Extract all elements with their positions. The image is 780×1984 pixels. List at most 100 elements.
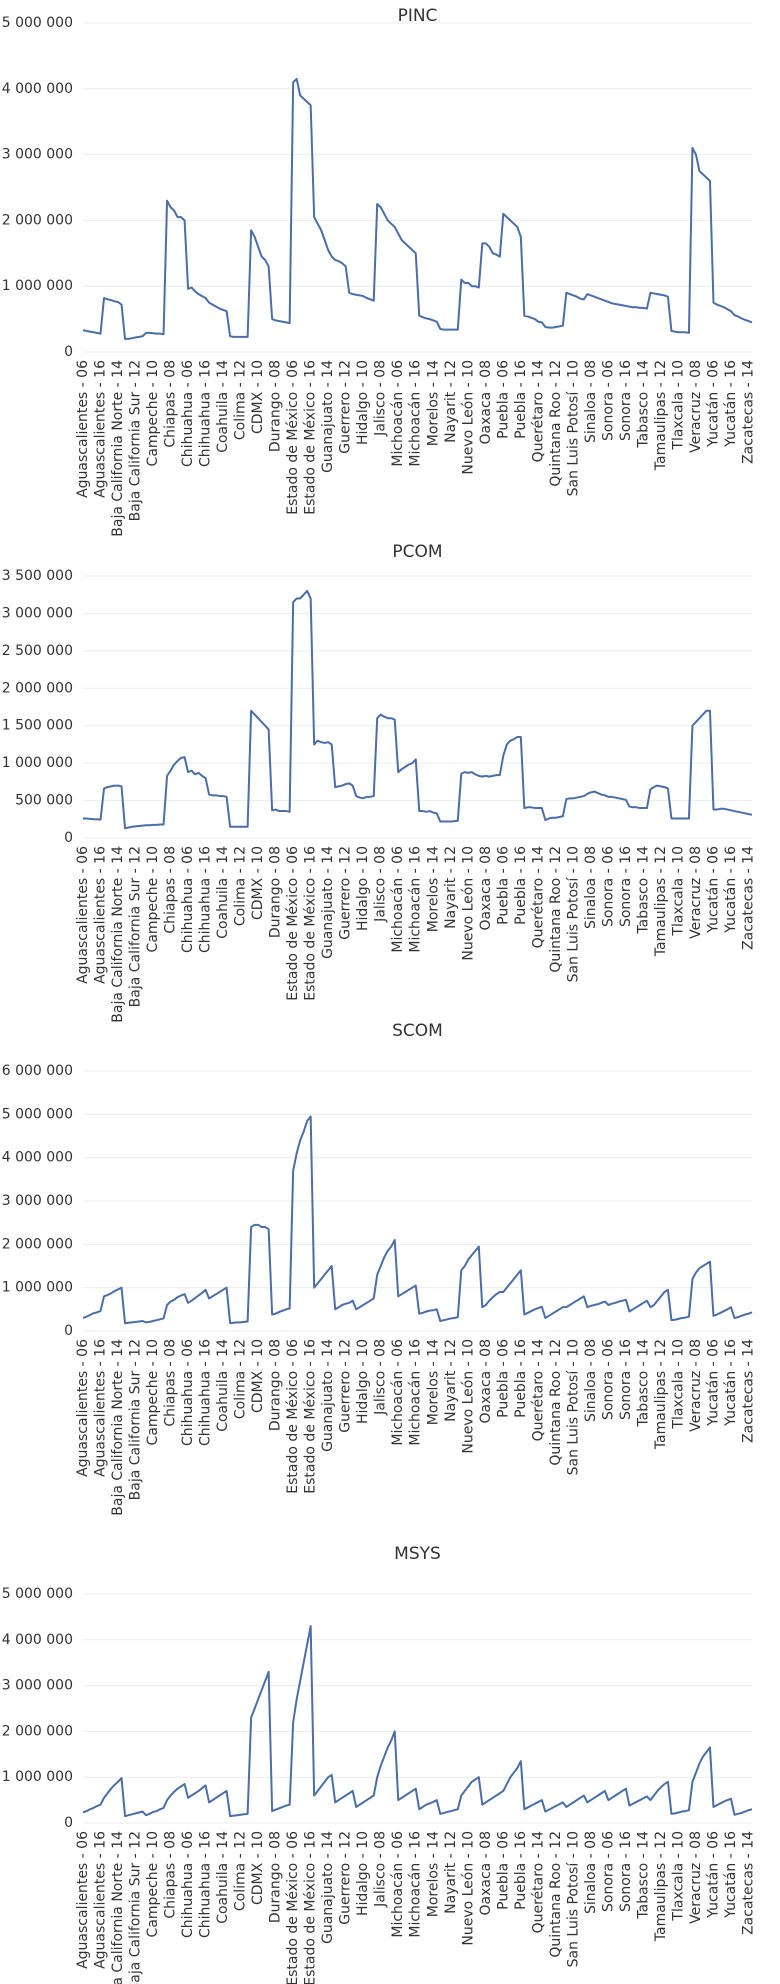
y-tick-label: 6 000 000 xyxy=(2,1063,73,1079)
data-line xyxy=(83,589,753,830)
x-tick-label: Baja California Sur - 12 xyxy=(128,360,144,521)
x-tick-label: Nuevo León - 10 xyxy=(460,1339,476,1454)
x-tick-label: Querétaro - 14 xyxy=(530,846,546,949)
x-tick-label: Aguascalientes - 16 xyxy=(93,1339,109,1477)
chart-title: SCOM xyxy=(392,1021,443,1041)
x-tick-label: Estado de México - 16 xyxy=(303,1831,319,1984)
x-tick-label: Puebla - 06 xyxy=(495,360,511,439)
x-tick-label: Puebla - 06 xyxy=(495,846,511,925)
x-tick-label: Aguascalientes - 06 xyxy=(75,1339,91,1477)
x-tick-label: Aguascalientes - 16 xyxy=(93,1831,109,1969)
y-tick-label: 1 500 000 xyxy=(2,718,73,734)
y-tick-label: 5 000 000 xyxy=(2,1586,73,1602)
x-tick-label: Nuevo León - 10 xyxy=(460,360,476,475)
x-tick-label: Oaxaca - 08 xyxy=(478,360,494,445)
x-tick-label: Guerrero - 12 xyxy=(338,1831,354,1925)
x-tick-label: Puebla - 16 xyxy=(513,1339,529,1418)
x-tick-label: Estado de México - 06 xyxy=(285,1339,301,1494)
x-tick-label: Zacatecas - 14 xyxy=(740,360,756,464)
y-tick-label: 5 000 000 xyxy=(2,15,73,31)
x-tick-label: Chiapas - 08 xyxy=(163,1339,179,1427)
y-tick-label: 3 000 000 xyxy=(2,605,73,621)
x-tick-label: Yucatán - 16 xyxy=(723,846,739,934)
y-tick-label: 2 500 000 xyxy=(2,643,73,659)
x-tick-label: Puebla - 16 xyxy=(513,846,529,925)
x-tick-label: Morelos - 14 xyxy=(425,1831,441,1917)
x-tick-label: Tamaulipas - 12 xyxy=(653,846,669,957)
x-tick-label: Aguascalientes - 16 xyxy=(93,360,109,498)
x-tick-label: Sonora - 06 xyxy=(600,1339,616,1420)
x-tick-label: Coahuila - 14 xyxy=(215,1339,231,1432)
x-tick-label: Baja California Norte - 14 xyxy=(110,1831,126,1984)
x-tick-label: Estado de México - 06 xyxy=(285,360,301,515)
x-tick-label: Campeche - 10 xyxy=(145,360,161,466)
x-tick-label: Guanajuato - 14 xyxy=(320,1831,336,1944)
x-tick-label: Veracruz - 08 xyxy=(688,1831,704,1924)
y-tick-label: 0 xyxy=(64,1323,73,1339)
x-tick-label: Guanajuato - 14 xyxy=(320,360,336,473)
y-tick-label: 3 500 000 xyxy=(2,568,73,584)
x-tick-label: Hidalgo - 10 xyxy=(355,1831,371,1916)
y-tick-label: 0 xyxy=(64,830,73,846)
x-tick-label: Baja California Sur - 12 xyxy=(128,846,144,1007)
x-tick-label: Nayarit - 12 xyxy=(443,1339,459,1422)
x-tick-label: Baja California Norte - 14 xyxy=(110,846,126,1023)
x-tick-label: Colima - 12 xyxy=(233,846,249,926)
y-tick-label: 3 000 000 xyxy=(2,1678,73,1694)
y-tick-label: 1 000 000 xyxy=(2,755,73,771)
x-tick-label: San Luis Potosí - 10 xyxy=(565,1831,581,1967)
x-tick-label: Querétaro - 14 xyxy=(530,1339,546,1442)
chart-title: PCOM xyxy=(392,542,442,562)
x-tick-label: Guanajuato - 14 xyxy=(320,846,336,959)
x-tick-label: Estado de México - 16 xyxy=(303,846,319,1001)
x-tick-label: Chihuahua - 16 xyxy=(198,360,214,467)
x-tick-label: Sinaloa - 08 xyxy=(583,360,599,443)
x-tick-label: Durango - 08 xyxy=(268,1339,284,1431)
x-tick-label: Puebla - 06 xyxy=(495,1831,511,1910)
x-tick-label: Sinaloa - 08 xyxy=(583,1831,599,1914)
x-tick-label: Veracruz - 08 xyxy=(688,1339,704,1432)
x-tick-label: Chiapas - 08 xyxy=(163,1831,179,1919)
x-tick-label: Querétaro - 14 xyxy=(530,360,546,463)
x-tick-label: Nayarit - 12 xyxy=(443,360,459,443)
x-tick-label: San Luis Potosí - 10 xyxy=(565,846,581,982)
x-tick-label: Baja California Sur - 12 xyxy=(128,1339,144,1500)
x-tick-label: Chihuahua - 16 xyxy=(198,1339,214,1446)
x-tick-label: Puebla - 16 xyxy=(513,1831,529,1910)
x-tick-label: San Luis Potosí - 10 xyxy=(565,360,581,496)
x-tick-label: Hidalgo - 10 xyxy=(355,846,371,931)
x-tick-label: Durango - 08 xyxy=(268,360,284,452)
x-tick-label: CDMX - 10 xyxy=(250,846,266,920)
y-tick-label: 1 000 000 xyxy=(2,1769,73,1785)
x-tick-label: Chiapas - 08 xyxy=(163,846,179,934)
x-tick-label: Chihuahua - 16 xyxy=(198,1831,214,1938)
x-tick-label: Chihuahua - 06 xyxy=(180,360,196,467)
y-tick-label: 1 000 000 xyxy=(2,1280,73,1296)
x-tick-label: Yucatán - 16 xyxy=(723,360,739,448)
x-tick-label: Jalisco - 08 xyxy=(373,846,389,923)
x-tick-label: Campeche - 10 xyxy=(145,1831,161,1937)
x-tick-label: Sonora - 16 xyxy=(618,1831,634,1912)
y-tick-label: 2 000 000 xyxy=(2,680,73,696)
x-tick-label: Tamaulipas - 12 xyxy=(653,1831,669,1942)
y-tick-label: 2 000 000 xyxy=(2,212,73,228)
y-tick-label: 3 000 000 xyxy=(2,1193,73,1209)
x-tick-label: Durango - 08 xyxy=(268,846,284,938)
x-tick-label: CDMX - 10 xyxy=(250,360,266,434)
data-line xyxy=(82,1625,753,1818)
y-tick-label: 0 xyxy=(64,1815,73,1831)
x-tick-label: Coahuila - 14 xyxy=(215,360,231,453)
x-tick-label: CDMX - 10 xyxy=(250,1831,266,1905)
y-tick-label: 4 000 000 xyxy=(2,81,73,97)
x-tick-label: Baja California Norte - 14 xyxy=(110,360,126,537)
x-tick-label: Aguascalientes - 06 xyxy=(75,846,91,984)
x-tick-label: Guerrero - 12 xyxy=(338,360,354,454)
y-tick-label: 4 000 000 xyxy=(2,1632,73,1648)
y-tick-label: 2 000 000 xyxy=(2,1723,73,1739)
x-tick-label: CDMX - 10 xyxy=(250,1339,266,1413)
chart-title: PINC xyxy=(398,6,438,26)
x-tick-label: Oaxaca - 08 xyxy=(478,1339,494,1424)
y-tick-label: 3 000 000 xyxy=(2,147,73,163)
x-tick-label: Tabasco - 14 xyxy=(635,1339,651,1428)
